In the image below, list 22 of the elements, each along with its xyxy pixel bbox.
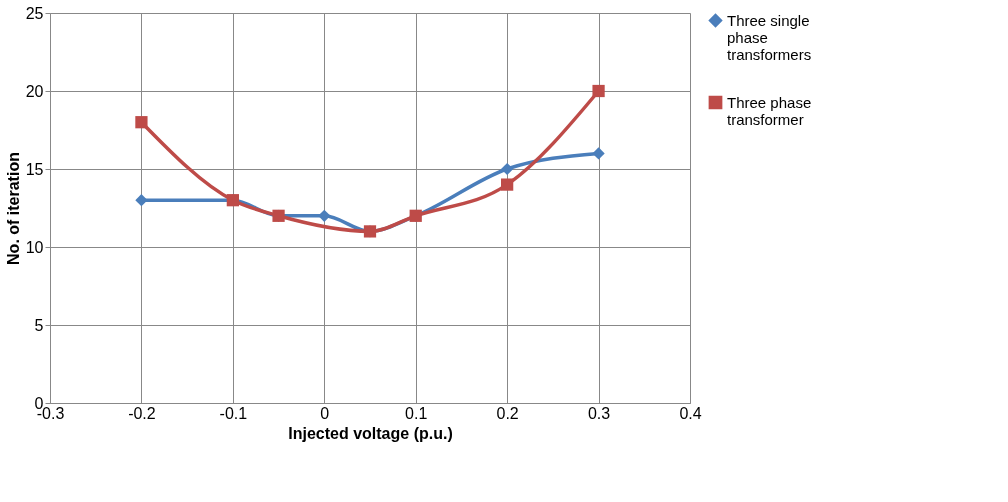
x-tick-label: 0.4 xyxy=(679,404,702,422)
x-tick-label: -0.2 xyxy=(128,404,156,422)
x-axis-title: Injected voltage (p.u.) xyxy=(288,424,453,442)
legend-label: Three phase transformer xyxy=(727,93,812,128)
x-tick-label: 0.3 xyxy=(587,404,611,422)
y-tick-label: 5 xyxy=(34,316,44,334)
legend-label: Three single phase transformers xyxy=(727,11,812,63)
point xyxy=(135,116,148,129)
point xyxy=(592,147,605,160)
x-tick-label: 0.2 xyxy=(496,404,519,422)
x-tick-label: 0.1 xyxy=(405,404,428,422)
y-tick-label: 20 xyxy=(25,82,44,100)
y-axis-title: No. of iteration xyxy=(4,152,22,265)
point xyxy=(318,209,331,222)
x-tick-label: -0.1 xyxy=(219,404,248,422)
y-tick-label: 10 xyxy=(25,238,44,256)
y-tick-label: 15 xyxy=(25,160,44,178)
point xyxy=(501,178,514,191)
point xyxy=(592,84,605,98)
x-tick-label: 0 xyxy=(320,404,330,422)
point xyxy=(501,162,514,176)
y-tick-label: 25 xyxy=(25,4,44,22)
